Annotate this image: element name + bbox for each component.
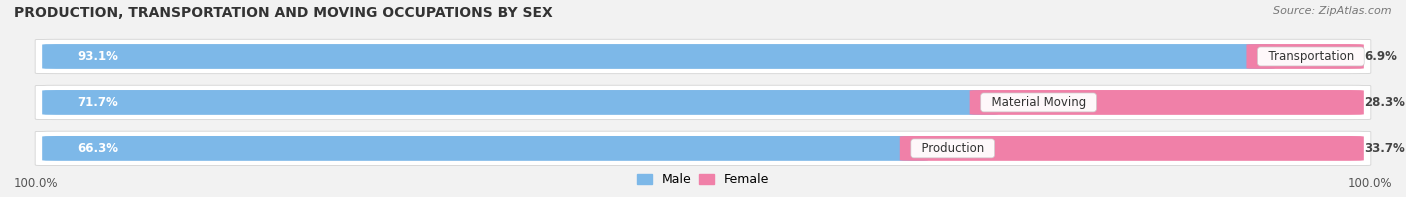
FancyBboxPatch shape: [1247, 44, 1364, 69]
Text: PRODUCTION, TRANSPORTATION AND MOVING OCCUPATIONS BY SEX: PRODUCTION, TRANSPORTATION AND MOVING OC…: [14, 6, 553, 20]
Text: 66.3%: 66.3%: [77, 142, 118, 155]
Text: Production: Production: [914, 142, 991, 155]
Text: 33.7%: 33.7%: [1364, 142, 1405, 155]
Text: Material Moving: Material Moving: [984, 96, 1094, 109]
Text: 93.1%: 93.1%: [77, 50, 118, 63]
Text: 100.0%: 100.0%: [14, 177, 59, 190]
FancyBboxPatch shape: [42, 90, 998, 115]
FancyBboxPatch shape: [35, 131, 1371, 166]
Text: 71.7%: 71.7%: [77, 96, 118, 109]
Text: Transportation: Transportation: [1261, 50, 1361, 63]
Text: 28.3%: 28.3%: [1364, 96, 1405, 109]
FancyBboxPatch shape: [42, 44, 1275, 69]
FancyBboxPatch shape: [42, 136, 928, 161]
Text: 100.0%: 100.0%: [1347, 177, 1392, 190]
FancyBboxPatch shape: [35, 39, 1371, 74]
Text: 6.9%: 6.9%: [1364, 50, 1396, 63]
FancyBboxPatch shape: [970, 90, 1364, 115]
Text: Source: ZipAtlas.com: Source: ZipAtlas.com: [1274, 6, 1392, 16]
FancyBboxPatch shape: [900, 136, 1364, 161]
FancyBboxPatch shape: [35, 85, 1371, 120]
Legend: Male, Female: Male, Female: [634, 171, 772, 189]
